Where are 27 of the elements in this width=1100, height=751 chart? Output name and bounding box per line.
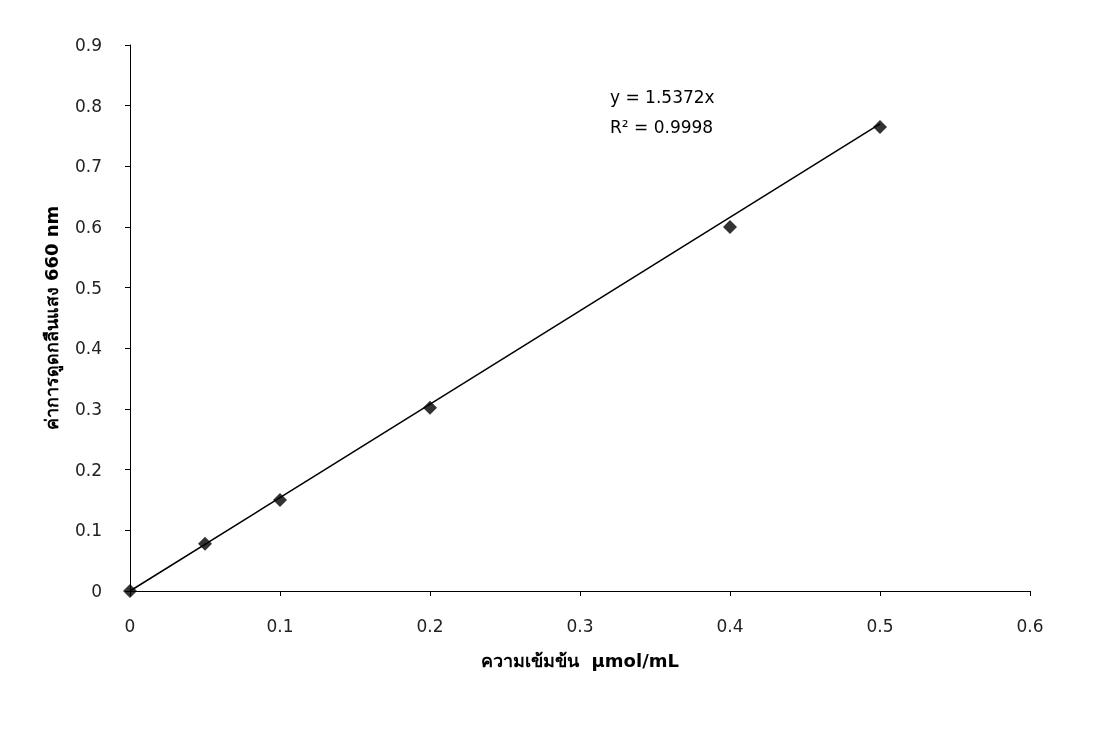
- x-tick-label: 0.3: [566, 615, 594, 636]
- y-tick-label: 0.6: [74, 217, 102, 237]
- y-tick-label: 0.7: [74, 156, 102, 177]
- x-tick-label: 0: [124, 615, 136, 636]
- x-tick-label: 0.6: [1016, 615, 1044, 636]
- point: [273, 493, 287, 507]
- y-tick-label: 0.3: [74, 399, 102, 419]
- point: [873, 119, 887, 134]
- y-tick-label: 0.9: [74, 35, 102, 55]
- x-tick-label: 0.2: [416, 615, 444, 636]
- annotation: y = 1.5372x: [610, 86, 715, 107]
- point: [423, 400, 437, 415]
- point: [723, 220, 737, 234]
- y-axis-title: ค่าการดูดกลืนแสง 660 nm: [40, 205, 64, 431]
- point: [198, 536, 212, 551]
- x-tick-label: 0.1: [266, 615, 294, 636]
- y-tick-label: 0.4: [74, 338, 102, 359]
- y-tick-label: 0.5: [74, 277, 102, 298]
- x-tick-label: 0.4: [716, 615, 744, 636]
- point: [123, 584, 137, 598]
- y-tick-label: 0.2: [74, 459, 102, 480]
- annotation: R² = 0.9998: [610, 116, 714, 137]
- y-tick-label: 0.8: [74, 95, 102, 116]
- x-tick-label: 0.5: [866, 615, 894, 636]
- x-axis-title: ความเข้มข้น µmol/mL: [481, 649, 679, 671]
- y-tick-label: 0.1: [74, 520, 102, 541]
- y-tick-label: 0: [91, 581, 102, 601]
